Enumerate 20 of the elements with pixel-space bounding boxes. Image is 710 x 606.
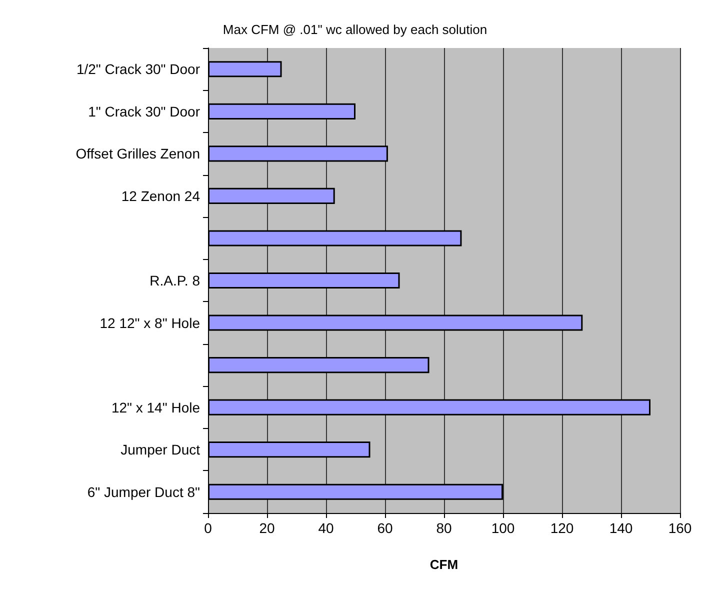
y-tick-label: Jumper Duct [120,442,200,458]
y-tick-label: 12 12" x 8" Hole [100,314,200,331]
x-tick-label: 160 [668,520,692,536]
x-tick-label: 120 [550,520,574,536]
x-tick-label: 20 [259,520,275,536]
y-tick-label: 1" Crack 30" Door [88,103,200,120]
y-tick-label: 6" Jumper Duct 8" [87,484,200,500]
y-tick-label: R.A.P. 8 [150,272,200,288]
x-tick-label: 60 [377,520,393,536]
chart-title: Max CFM @ .01" wc allowed by each solution [222,22,488,37]
y-tick-label: 12 Zenon 24 [121,188,200,204]
x-tick-label: 80 [436,520,452,536]
x-tick-label: 140 [609,520,633,536]
x-axis-title: CFM [430,557,458,572]
x-tick-label: 100 [491,520,515,536]
x-tick-label: 40 [318,520,334,536]
y-tick-label: 1/2" Crack 30" Door [76,61,200,78]
y-tick-label: Offset Grilles Zenon [76,146,200,162]
y-tick-label: 12" x 14" Hole [111,399,200,416]
x-tick-label: 0 [204,520,212,536]
